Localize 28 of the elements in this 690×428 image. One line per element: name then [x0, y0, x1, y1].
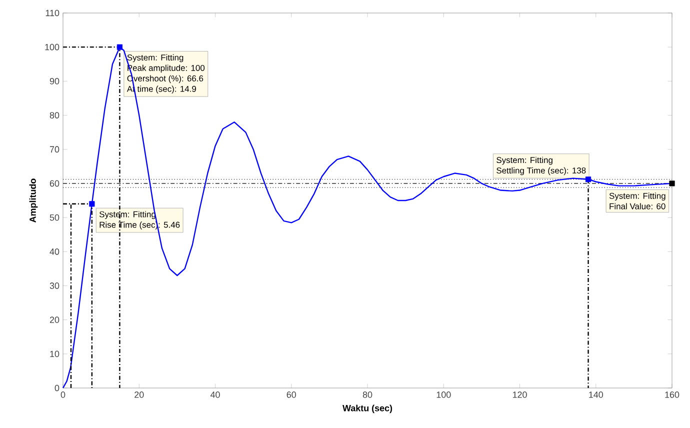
annotation: System: Fitting — [609, 192, 666, 201]
x-tick-label: 120 — [512, 392, 527, 398]
y-tick-label: 70 — [50, 146, 60, 153]
x-tick-label: 20 — [134, 392, 144, 398]
y-tick-label: 90 — [50, 78, 60, 84]
y-tick-label: 80 — [50, 112, 60, 118]
y-tick-label: 10 — [50, 350, 60, 358]
y-tick-label: 30 — [50, 282, 60, 289]
x-tick-label: 80 — [362, 392, 372, 398]
y-tick-label: 60 — [50, 180, 60, 187]
annotation: System: Fitting — [496, 156, 552, 165]
annotation: System: Fitting — [127, 54, 184, 62]
x-tick-label: 60 — [286, 392, 296, 398]
x-tick-label: 140 — [589, 392, 604, 398]
x-tick-label: 160 — [665, 392, 680, 398]
x-axis-title: Waktu (sec) — [342, 404, 392, 414]
y-tick-label: 40 — [50, 248, 60, 255]
y-tick-label: 0 — [54, 384, 60, 392]
y-tick-label: 20 — [50, 316, 60, 323]
x-tick-label: 100 — [436, 392, 451, 398]
y-tick-label: 50 — [50, 214, 60, 221]
y-tick-label: 100 — [45, 44, 60, 50]
annotation: Final Value: 60 — [610, 203, 666, 210]
x-tick-label: 0 — [60, 392, 66, 398]
y-tick-label: 110 — [46, 10, 60, 16]
y-axis-title: Amplitudo — [29, 178, 38, 222]
annotation: Settling Time (sec): 138 — [496, 167, 586, 176]
x-tick-label: 40 — [210, 392, 220, 398]
